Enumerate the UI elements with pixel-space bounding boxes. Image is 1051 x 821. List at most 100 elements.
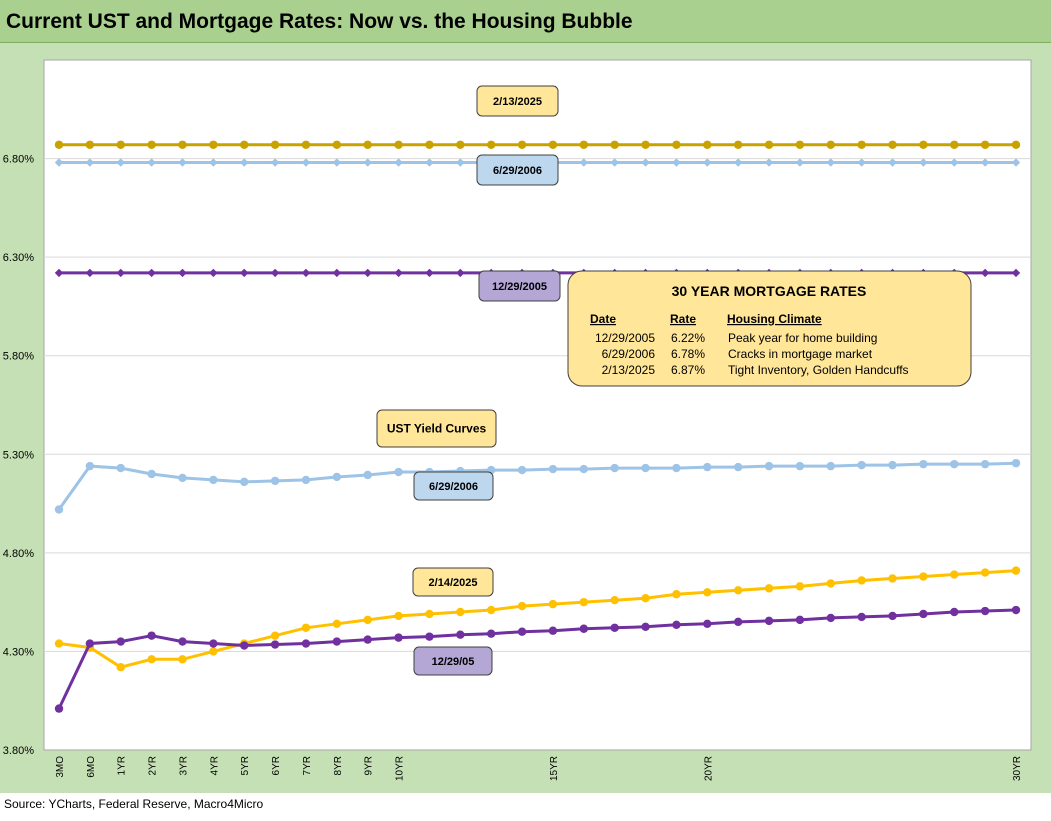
y-tick-label: 6.30% [3, 252, 34, 264]
y-tick-label: 6.80% [3, 154, 34, 166]
annotation-label: 12/29/05 [432, 656, 475, 668]
data-point [517, 627, 527, 636]
info-box-title: 30 YEAR MORTGAGE RATES [672, 283, 867, 299]
data-point [332, 140, 342, 149]
annotation-box [376, 409, 497, 448]
data-point [517, 465, 527, 475]
x-tick-label: 2YR [148, 756, 159, 775]
data-point [950, 158, 959, 167]
data-point [394, 268, 403, 278]
data-point [54, 140, 64, 149]
data-point [641, 622, 650, 631]
data-point [209, 158, 218, 167]
y-tick-label: 3.80% [3, 745, 34, 757]
data-point [54, 505, 64, 514]
data-point [116, 158, 125, 167]
data-point [116, 463, 125, 473]
data-point [857, 612, 866, 622]
data-point [394, 158, 403, 167]
annotation-label: UST Yield Curves [387, 422, 487, 436]
info-box-background [567, 270, 972, 387]
data-point [888, 460, 897, 470]
data-point [579, 140, 589, 149]
data-point [425, 268, 434, 278]
data-point [363, 615, 372, 625]
data-point [456, 268, 465, 278]
data-point [116, 663, 125, 672]
data-point [764, 584, 774, 593]
data-point [888, 611, 897, 621]
data-point [888, 140, 897, 149]
data-point [672, 140, 681, 149]
x-tick-label: 3MO [55, 756, 66, 778]
data-point [919, 140, 928, 149]
data-point [950, 607, 959, 617]
x-tick-label: 4YR [209, 756, 220, 775]
data-point [733, 158, 743, 167]
annotation-box [478, 270, 561, 302]
data-point [641, 158, 650, 167]
annotation-box [413, 646, 493, 676]
data-point [857, 460, 866, 470]
data-point [1011, 158, 1021, 167]
data-point [178, 655, 187, 664]
data-point [363, 268, 372, 278]
data-point [826, 613, 835, 623]
info-box-date: 12/29/2005 [595, 331, 655, 345]
data-point [795, 582, 805, 591]
data-point [764, 616, 774, 626]
data-point [579, 624, 589, 633]
annotation-box [476, 85, 559, 117]
data-point [85, 140, 95, 149]
annotation-box [476, 154, 559, 186]
annotation-box [413, 471, 494, 501]
data-point [85, 268, 95, 278]
x-tick-label: 3YR [178, 756, 189, 775]
annotation-box [412, 567, 494, 597]
data-point [270, 640, 280, 649]
data-point [610, 623, 619, 632]
data-point [610, 595, 619, 605]
data-point [888, 574, 897, 583]
data-point [301, 158, 311, 167]
y-tick-label: 4.80% [3, 548, 34, 560]
data-point [950, 459, 959, 469]
data-point [919, 609, 928, 619]
title-bar: Current UST and Mortgage Rates: Now vs. … [0, 0, 1051, 43]
data-point [332, 472, 342, 482]
data-point [270, 631, 280, 640]
data-point [209, 639, 218, 648]
data-point [980, 140, 990, 149]
data-point [456, 140, 465, 149]
data-point [116, 637, 125, 646]
data-point [703, 140, 712, 149]
x-tick-label: 5YR [240, 756, 251, 775]
data-point [147, 655, 156, 664]
data-point [363, 635, 372, 644]
data-point [826, 158, 835, 167]
data-point [795, 461, 805, 471]
x-tick-label: 1YR [117, 756, 128, 775]
data-point [270, 140, 280, 149]
chart-title: Current UST and Mortgage Rates: Now vs. … [6, 10, 633, 33]
data-point [980, 158, 990, 167]
data-point [394, 611, 403, 621]
x-tick-label: 8YR [333, 756, 344, 775]
data-point [270, 476, 280, 486]
data-point [240, 140, 249, 149]
data-point [54, 639, 64, 648]
data-point [54, 268, 64, 278]
data-point [486, 629, 496, 638]
info-box-header: Housing Climate [727, 312, 822, 326]
data-point [795, 615, 805, 625]
data-point [425, 632, 434, 641]
data-point [610, 140, 619, 149]
data-point [456, 607, 465, 617]
info-box-header: Date [590, 312, 616, 326]
data-point [548, 464, 558, 474]
info-box-rate: 6.87% [671, 363, 705, 377]
data-point [1011, 566, 1021, 575]
data-point [85, 461, 95, 471]
x-tick-label: 9YR [364, 756, 375, 775]
data-point [579, 158, 589, 167]
